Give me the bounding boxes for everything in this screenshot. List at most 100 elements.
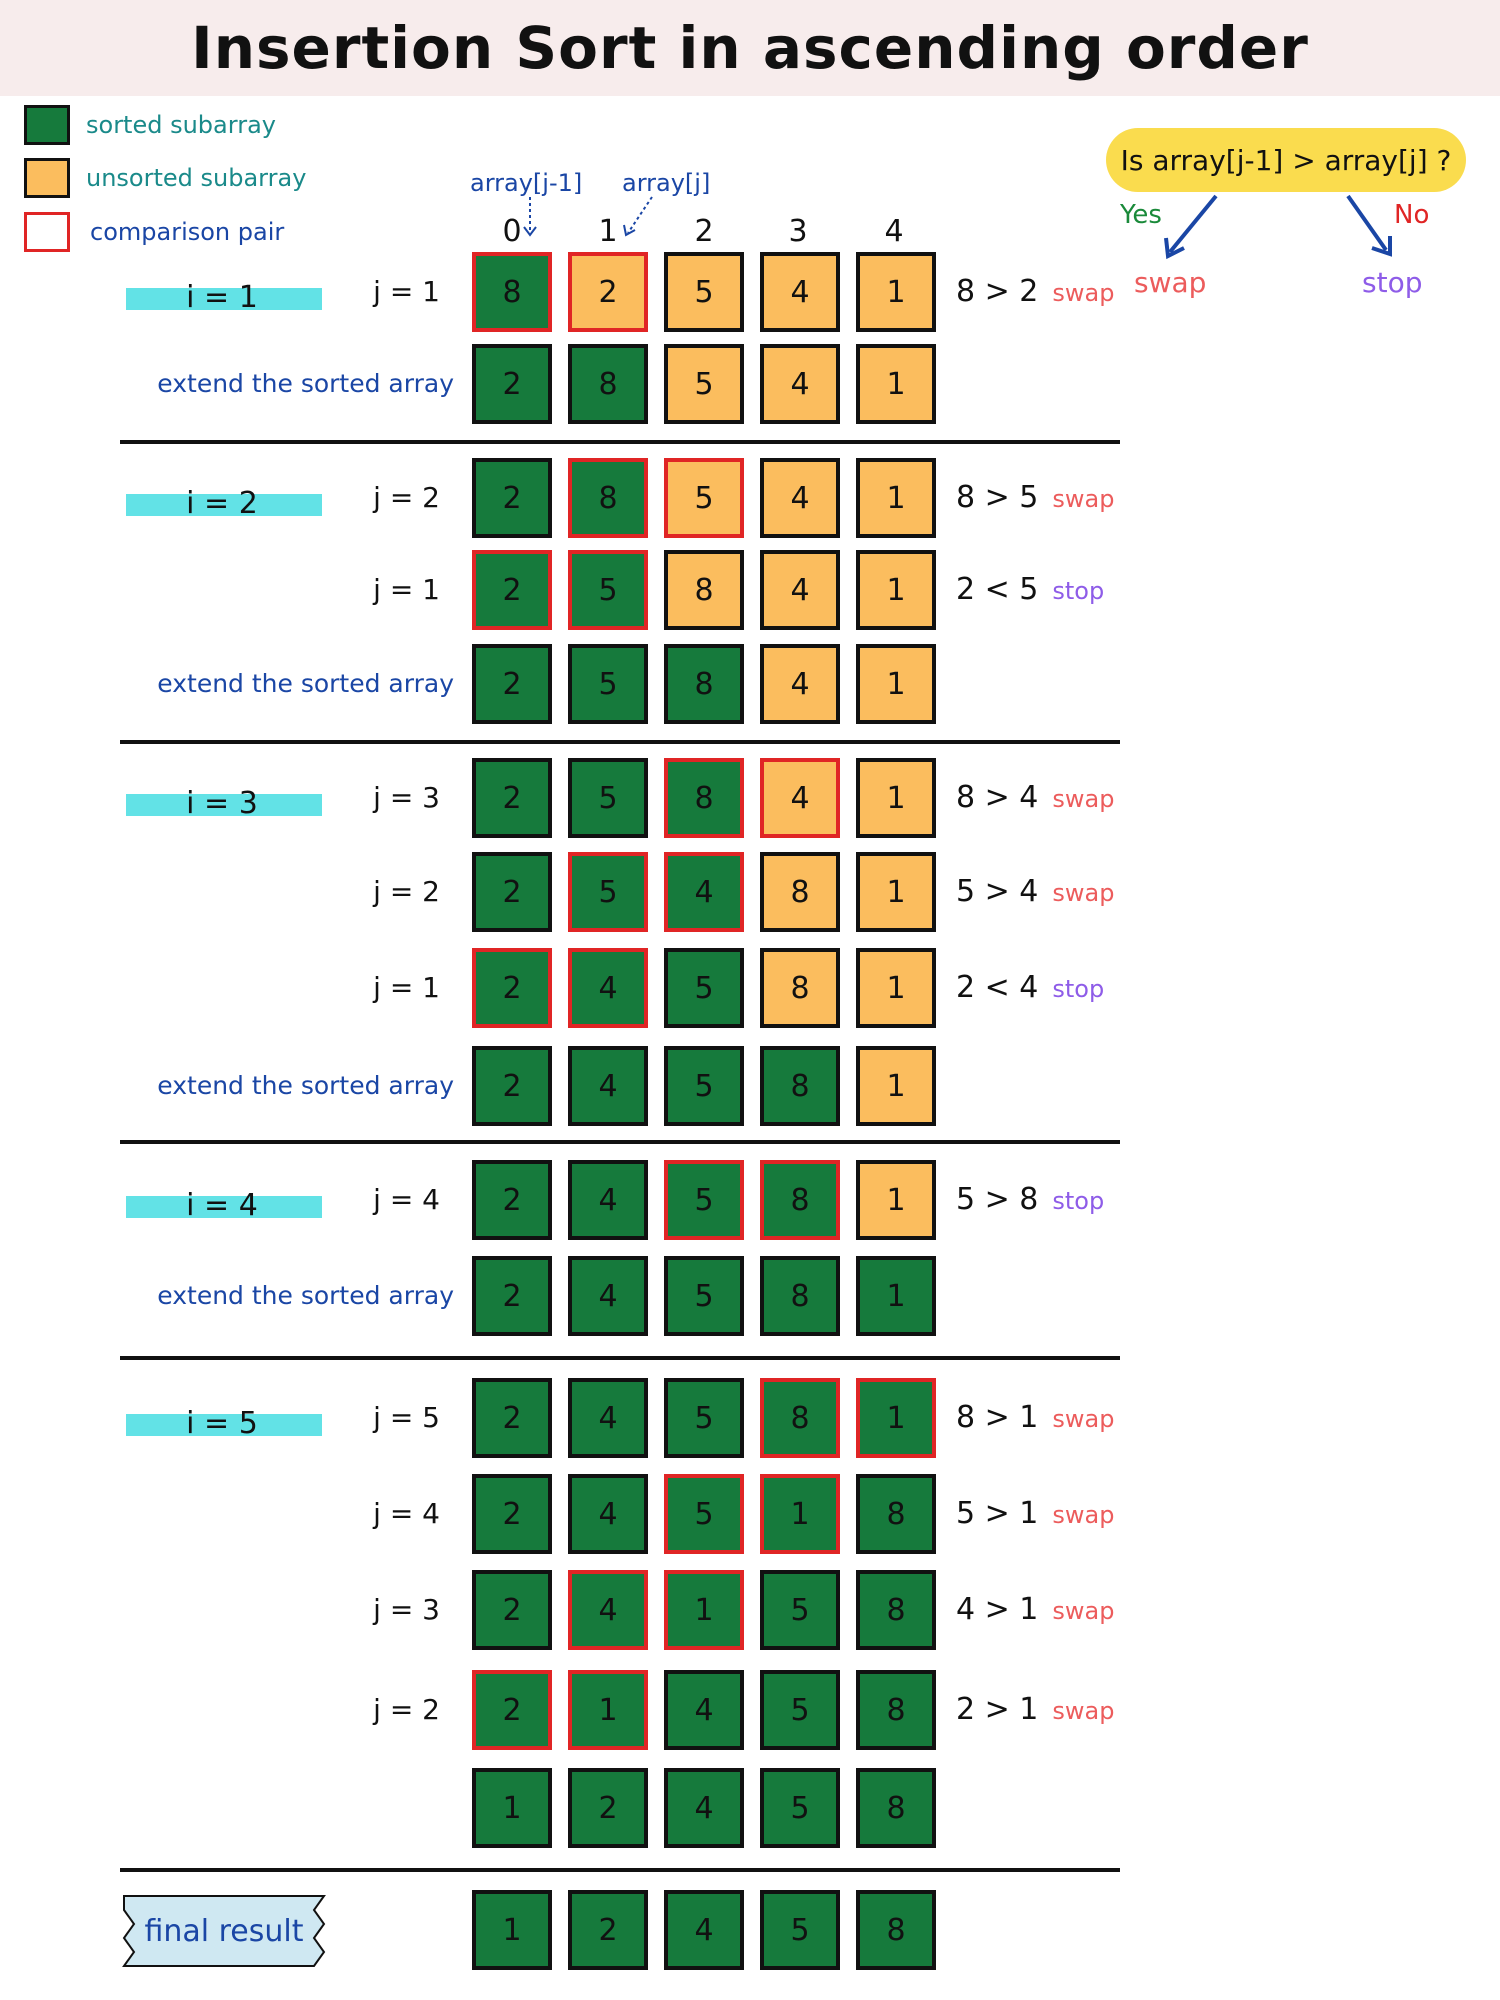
pass-stripe bbox=[126, 1414, 322, 1436]
array-cell: 2 bbox=[472, 458, 552, 538]
comparison-result: 8 > 4 swap bbox=[956, 778, 1114, 818]
array-cell: 4 bbox=[568, 1474, 648, 1554]
comparison-action: swap bbox=[1052, 879, 1115, 907]
array-cell: 4 bbox=[568, 1378, 648, 1458]
pass-label: i = 4 bbox=[186, 1188, 258, 1223]
comparison-action: stop bbox=[1052, 975, 1105, 1003]
array-cell: 8 bbox=[760, 852, 840, 932]
comparison-text: 8 > 2 bbox=[956, 274, 1039, 309]
array-cell: 1 bbox=[856, 644, 936, 724]
decision-question: Is array[j-1] > array[j] ? bbox=[1106, 128, 1466, 192]
comparison-text: 2 < 4 bbox=[956, 970, 1039, 1005]
array-cell: 2 bbox=[472, 344, 552, 424]
comparison-text: 5 > 8 bbox=[956, 1182, 1039, 1217]
j-label: j = 3 bbox=[373, 781, 440, 814]
legend-unsorted-swatch bbox=[24, 158, 70, 198]
comparison-result: 8 > 1 swap bbox=[956, 1398, 1114, 1438]
comparison-result: 5 > 1 swap bbox=[956, 1494, 1114, 1534]
pass-stripe bbox=[126, 288, 322, 310]
section-divider bbox=[120, 1356, 1120, 1360]
comparison-action: swap bbox=[1052, 1501, 1115, 1529]
extend-label: extend the sorted array bbox=[157, 1281, 454, 1310]
comparison-result: 2 < 5 stop bbox=[956, 570, 1104, 610]
comparison-result: 8 > 5 swap bbox=[956, 478, 1114, 518]
array-cell: 1 bbox=[760, 1474, 840, 1554]
array-cell: 1 bbox=[472, 1768, 552, 1848]
array-cell: 5 bbox=[664, 1474, 744, 1554]
array-cell: 8 bbox=[664, 644, 744, 724]
array-cell: 8 bbox=[856, 1570, 936, 1650]
pass-stripe bbox=[126, 794, 322, 816]
legend-sorted-swatch bbox=[24, 105, 70, 145]
comparison-text: 8 > 1 bbox=[956, 1400, 1039, 1435]
array-cell: 2 bbox=[472, 1160, 552, 1240]
array-cell: 8 bbox=[664, 758, 744, 838]
array-cell: 2 bbox=[472, 948, 552, 1028]
column-index-3: 3 bbox=[788, 214, 808, 249]
array-cell: 1 bbox=[856, 458, 936, 538]
comparison-action: swap bbox=[1052, 1697, 1115, 1725]
array-cell: 2 bbox=[472, 852, 552, 932]
decision-yes-label: Yes bbox=[1120, 200, 1162, 230]
decision-no-action: stop bbox=[1362, 266, 1423, 299]
array-cell: 1 bbox=[856, 948, 936, 1028]
array-cell: 5 bbox=[568, 852, 648, 932]
array-cell: 8 bbox=[856, 1768, 936, 1848]
array-cell: 4 bbox=[760, 550, 840, 630]
array-cell: 1 bbox=[856, 1256, 936, 1336]
array-cell: 4 bbox=[760, 344, 840, 424]
array-cell: 4 bbox=[760, 644, 840, 724]
extend-label: extend the sorted array bbox=[157, 1071, 454, 1100]
extend-label: extend the sorted array bbox=[157, 669, 454, 698]
array-cell: 2 bbox=[472, 1378, 552, 1458]
array-cell: 2 bbox=[472, 1256, 552, 1336]
legend-compare-swatch bbox=[24, 212, 70, 252]
array-cell: 5 bbox=[760, 1670, 840, 1750]
array-cell: 5 bbox=[760, 1768, 840, 1848]
section-divider bbox=[120, 1868, 1120, 1872]
column-index-1: 1 bbox=[598, 214, 618, 249]
final-cell: 5 bbox=[760, 1890, 840, 1970]
array-cell: 1 bbox=[856, 550, 936, 630]
final-cell: 4 bbox=[664, 1890, 744, 1970]
j-label: j = 1 bbox=[373, 573, 440, 606]
pointer-label-right: array[j] bbox=[622, 169, 711, 197]
legend-sorted-label: sorted subarray bbox=[86, 111, 276, 139]
j-label: j = 5 bbox=[373, 1401, 440, 1434]
array-cell: 1 bbox=[856, 1046, 936, 1126]
array-cell: 2 bbox=[472, 550, 552, 630]
array-cell: 4 bbox=[568, 948, 648, 1028]
pass-label: i = 3 bbox=[186, 786, 258, 821]
array-cell: 4 bbox=[760, 758, 840, 838]
array-cell: 5 bbox=[664, 1160, 744, 1240]
j-label: j = 2 bbox=[373, 1693, 440, 1726]
j-label: j = 2 bbox=[373, 875, 440, 908]
column-index-0: 0 bbox=[502, 214, 522, 249]
array-cell: 5 bbox=[664, 458, 744, 538]
comparison-action: swap bbox=[1052, 1597, 1115, 1625]
comparison-action: stop bbox=[1052, 1187, 1105, 1215]
array-cell: 8 bbox=[760, 1378, 840, 1458]
array-cell: 2 bbox=[472, 1046, 552, 1126]
pass-label: i = 5 bbox=[186, 1406, 258, 1441]
column-index-2: 2 bbox=[694, 214, 714, 249]
array-cell: 5 bbox=[664, 1256, 744, 1336]
array-cell: 1 bbox=[856, 758, 936, 838]
array-cell: 8 bbox=[760, 1160, 840, 1240]
array-cell: 8 bbox=[760, 1256, 840, 1336]
comparison-result: 2 > 1 swap bbox=[956, 1690, 1114, 1730]
array-cell: 1 bbox=[856, 1160, 936, 1240]
comparison-action: stop bbox=[1052, 577, 1105, 605]
legend-unsorted-label: unsorted subarray bbox=[86, 164, 307, 192]
j-label: j = 4 bbox=[373, 1497, 440, 1530]
decision-no-label: No bbox=[1394, 200, 1430, 230]
array-cell: 4 bbox=[664, 1670, 744, 1750]
array-cell: 8 bbox=[664, 550, 744, 630]
final-result-ribbon bbox=[122, 1895, 326, 1967]
array-cell: 1 bbox=[856, 252, 936, 332]
comparison-text: 5 > 1 bbox=[956, 1496, 1039, 1531]
array-cell: 4 bbox=[568, 1256, 648, 1336]
j-label: j = 2 bbox=[373, 481, 440, 514]
array-cell: 1 bbox=[856, 344, 936, 424]
